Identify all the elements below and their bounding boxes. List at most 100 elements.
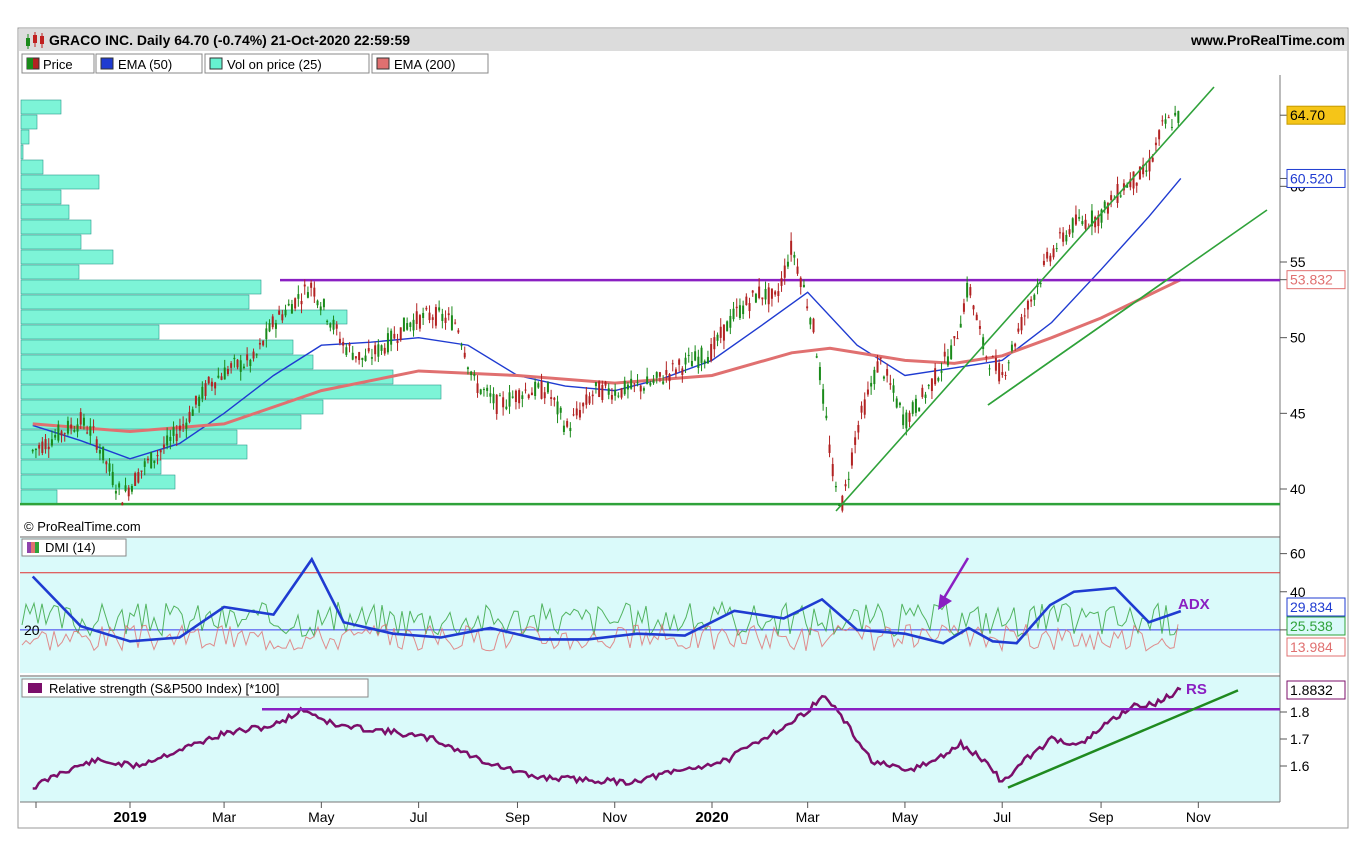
candle-body [722,324,725,341]
candle-body [278,310,281,315]
candle-body [556,401,559,415]
candle-body [953,336,956,339]
candle-body [1116,184,1119,203]
copyright-label: © ProRealTime.com [24,519,141,534]
x-tick-label: May [892,809,918,825]
candle-body [754,293,757,303]
vbp-bar [20,129,30,145]
candle-body [1103,201,1106,208]
x-tick-label: Nov [602,809,627,825]
candle-body [1126,184,1129,188]
candle-body [582,403,585,407]
candle-body [210,381,213,387]
legend-ema200-label: EMA (200) [394,57,455,72]
rs-axis: 1.6 1.7 1.8 1.8832 [1280,680,1346,774]
candle-body [937,377,940,381]
candle-body [742,305,745,315]
website-label[interactable]: www.ProRealTime.com [1190,32,1345,48]
candle-body [1174,112,1177,116]
candle-body [1017,328,1020,332]
candle-body [623,380,626,395]
candle-body [47,446,50,450]
rs-value-box [1286,680,1346,700]
candle-body [566,421,569,427]
vbp-bar [20,354,314,370]
candle-body [31,449,34,452]
candle-body [761,297,764,300]
candle-body [230,363,233,368]
candle-body [863,399,866,415]
candle-body [486,387,489,391]
vbp-bar [20,489,58,505]
candle-body [575,408,578,416]
candle-body [265,328,268,340]
candle-body [204,383,207,397]
series-rs-support [1007,689,1239,789]
candle-body [777,291,780,297]
header-bar [19,29,1347,51]
candle-body [1132,171,1135,189]
candle-body [1167,117,1170,119]
candle-body [569,427,572,432]
candle-body [130,485,133,492]
candle-body [172,427,175,436]
candle-body [239,360,242,372]
candle-body [434,307,437,326]
rs-tick-label: 1.8 [1290,704,1310,720]
candle-body [710,344,713,361]
candle-body [290,304,293,314]
candle-body [358,352,361,361]
candle-body [588,396,591,404]
candle-body [716,334,719,341]
candle-body [770,288,773,299]
arrow-annotation [938,557,970,610]
candle-body [607,388,610,395]
candle-body [905,412,908,429]
candle-body [470,371,473,376]
candle-body [854,437,857,445]
x-tick-label: Jul [410,809,428,825]
candle-body [646,376,649,385]
adx-label: ADX [1178,596,1210,613]
vbp-bar [20,99,62,115]
candle-body [108,463,111,472]
candle-body [546,382,549,393]
candle-body [306,292,309,298]
candle-body [146,458,149,461]
candle-body [908,412,911,422]
candle-body [402,317,405,332]
candle-body [34,448,37,451]
candle-body [530,392,533,396]
candle-body [287,303,290,306]
candle-body [1020,317,1023,331]
candle-body [393,333,396,339]
x-tick-label: 2020 [695,809,728,826]
vbp-bar [20,174,100,190]
candle-body [191,409,194,416]
candle-body [383,347,386,354]
candle-body [857,425,860,433]
candle-body [802,284,805,288]
candle-body [60,431,63,436]
candle-body [1071,218,1074,233]
candle-body [322,299,325,308]
candle-body [1164,119,1167,124]
candle-body [134,473,137,486]
candle-body [300,300,303,305]
candle-body [799,277,802,288]
candle-body [252,351,255,359]
candle-body [1142,164,1145,175]
candle-body [1154,142,1157,146]
candle-body [326,320,329,323]
candle-body [450,315,453,330]
legend-ema50-label: EMA (50) [118,57,172,72]
candle-body [361,357,364,360]
candle-body [377,344,380,357]
candle-body [636,382,639,384]
candle-body [662,381,665,384]
candle-body [86,432,89,434]
candle-body [978,326,981,329]
candle-body [438,307,441,311]
candle-body [367,348,370,352]
candle-body [316,300,319,306]
